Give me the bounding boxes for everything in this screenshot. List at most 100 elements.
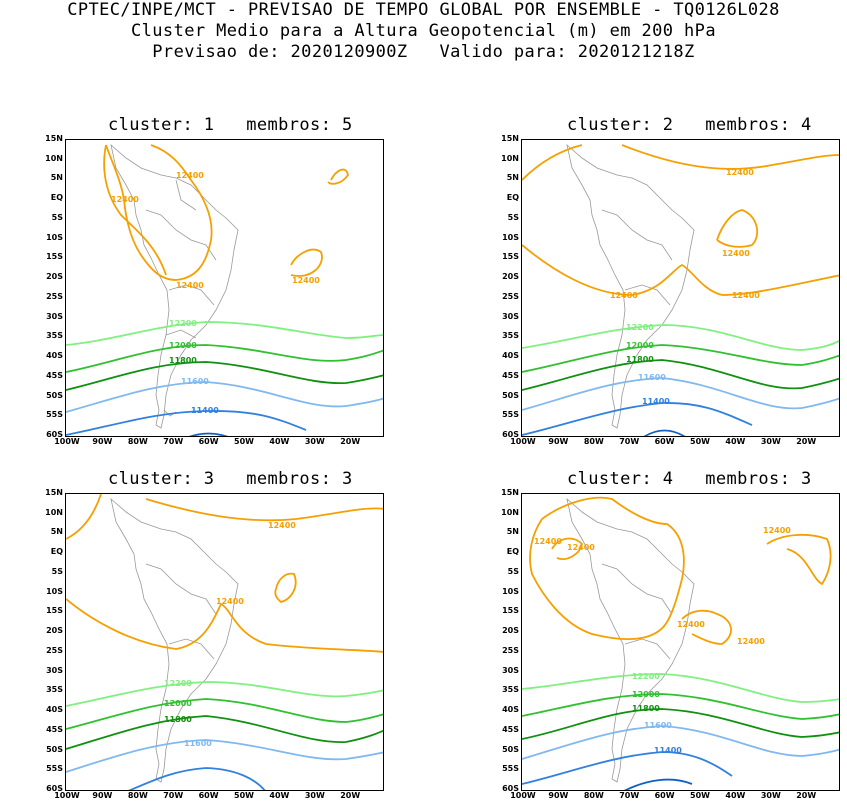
lat-tick-label: 25S <box>46 291 63 301</box>
panel-4-svg: 12400 12400 12400 12400 12400 12200 1200… <box>522 496 839 790</box>
header-line-2: Cluster Medio para a Altura Geopotencial… <box>131 21 716 41</box>
label-12000: 12000 <box>626 341 654 350</box>
label-11400: 11400 <box>642 397 670 406</box>
contour-11600 <box>522 377 839 411</box>
label-12400-4: 12400 <box>292 276 320 285</box>
lon-tick-label: 70W <box>619 437 640 446</box>
lat-tick-label: 15N <box>501 134 519 143</box>
contour-11200 <box>643 429 686 436</box>
label-12400-1: 12400 <box>726 168 754 177</box>
lat-tick-label: 40S <box>46 351 63 361</box>
lat-tick-label: 40S <box>502 351 519 361</box>
header-line-3: Previsao de: 2020120900Z Valido para: 20… <box>152 42 695 62</box>
contour-11800 <box>66 361 383 391</box>
contour-12400-b <box>621 144 839 170</box>
lat-tick-label: 35S <box>502 331 519 341</box>
lat-tick-label: 55S <box>502 764 519 774</box>
contour-11400 <box>522 402 753 436</box>
lon-tick-label: 100W <box>510 791 536 800</box>
contour-11400 <box>66 410 307 436</box>
label-11600: 11600 <box>644 721 672 730</box>
coastline <box>110 143 239 429</box>
lat-tick-label: 30S <box>502 311 519 321</box>
contour-12400 <box>522 144 583 181</box>
lat-tick-label: EQ <box>50 547 63 557</box>
map-panel-4: 12400 12400 12400 12400 12400 12200 1200… <box>521 493 840 791</box>
contour-11400 <box>522 751 733 785</box>
label-12200: 12200 <box>626 323 654 332</box>
label-12400-5: 12400 <box>763 526 791 535</box>
lat-tick-label: 35S <box>502 685 519 695</box>
contour-12400-c <box>522 244 839 296</box>
lon-tick-label: 90W <box>92 791 113 800</box>
lat-tick-label: 55S <box>46 764 63 774</box>
contour-11800 <box>522 708 839 740</box>
contour-11800 <box>66 715 383 750</box>
lat-tick-label: EQ <box>50 193 63 203</box>
contour-12400-b <box>103 144 167 276</box>
coastline <box>566 497 695 783</box>
map-panel-2: 12400 12400 12400 12400 12200 12000 1180… <box>521 139 840 437</box>
contour-11400 <box>128 767 266 790</box>
contour-11600 <box>66 739 383 773</box>
contour-11600 <box>522 725 839 760</box>
lat-tick-label: 50S <box>46 390 63 400</box>
lon-tick-label: 20W <box>340 791 361 800</box>
lon-tick-label: 90W <box>548 437 569 446</box>
label-12400-2: 12400 <box>567 543 595 552</box>
lon-tick-label: 50W <box>690 791 710 800</box>
lon-tick-label: 50W <box>234 791 254 800</box>
lon-tick-label: 60W <box>654 437 675 446</box>
lon-tick-label: 30W <box>304 437 325 446</box>
lon-tick-label: 90W <box>548 791 569 800</box>
lon-tick-label: 20W <box>796 791 817 800</box>
contour-12200 <box>522 673 839 703</box>
lat-tick-label: 5S <box>51 566 63 576</box>
label-12400-2: 12400 <box>722 249 750 258</box>
lon-tick-label: 100W <box>54 437 80 446</box>
lat-tick-label: 15S <box>46 252 63 262</box>
contour-12400-b <box>145 498 383 522</box>
label-11800: 11800 <box>169 356 197 365</box>
lat-tick-label: 10S <box>46 586 63 596</box>
lat-tick-label: 45S <box>502 724 519 734</box>
contour-11600 <box>66 381 383 413</box>
lat-tick-label: 10S <box>46 232 63 242</box>
lat-tick-label: 5S <box>507 212 519 222</box>
lat-tick-label: 20S <box>502 626 519 636</box>
map-panel-1: 12400 12400 12400 12400 12200 12000 1180… <box>65 139 384 437</box>
panel-2-title: cluster: 2 membros: 4 <box>567 115 812 135</box>
contour-12000 <box>66 344 383 373</box>
label-12200: 12200 <box>632 672 660 681</box>
contour-12400-c <box>66 598 383 653</box>
lat-tick-label: 10N <box>501 507 519 517</box>
coastline <box>566 143 695 429</box>
lat-tick-label: 20S <box>46 272 63 282</box>
contour-12200 <box>66 321 383 346</box>
lat-tick-label: EQ <box>506 547 519 557</box>
lat-tick-label: 40S <box>502 705 519 715</box>
lat-tick-label: 15S <box>502 252 519 262</box>
lat-tick-label: 10N <box>45 507 63 517</box>
lat-tick-label: 45S <box>502 370 519 380</box>
label-12000: 12000 <box>164 699 192 708</box>
label-12400-2: 12400 <box>268 521 296 530</box>
contour-12000 <box>522 344 839 373</box>
label-12400-3: 12400 <box>176 281 204 290</box>
label-12400-4: 12400 <box>732 291 760 300</box>
lat-tick-label: 5S <box>507 566 519 576</box>
lat-tick-label: 25S <box>502 291 519 301</box>
lon-tick-label: 50W <box>690 437 710 446</box>
lat-tick-label: 45S <box>46 370 63 380</box>
label-11800: 11800 <box>632 704 660 713</box>
panel-3-svg: 12400 12400 12200 12000 11800 11600 <box>66 494 383 790</box>
contour-12400 <box>529 496 685 640</box>
contour-12000 <box>522 693 839 720</box>
lon-tick-label: 80W <box>583 791 604 800</box>
lon-tick-label: 20W <box>340 437 361 446</box>
lon-tick-label: 20W <box>796 437 817 446</box>
lon-tick-label: 60W <box>654 791 675 800</box>
panel-4-title: cluster: 4 membros: 3 <box>567 469 812 489</box>
lon-tick-label: 30W <box>304 791 325 800</box>
contour-12200 <box>522 324 839 351</box>
